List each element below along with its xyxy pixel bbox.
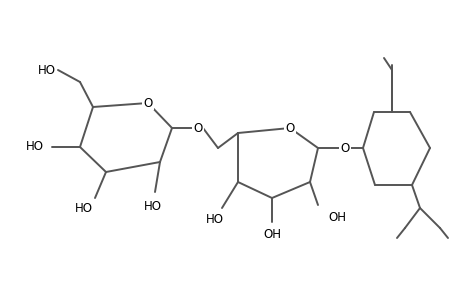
- Text: OH: OH: [263, 229, 280, 242]
- Text: O: O: [285, 122, 294, 134]
- Text: HO: HO: [206, 214, 224, 226]
- Text: O: O: [193, 122, 202, 134]
- Text: HO: HO: [38, 64, 56, 76]
- Text: HO: HO: [75, 202, 93, 214]
- Text: O: O: [143, 97, 152, 110]
- Text: OH: OH: [327, 212, 345, 224]
- Text: O: O: [340, 142, 349, 154]
- Text: HO: HO: [26, 140, 44, 154]
- Text: HO: HO: [144, 200, 162, 214]
